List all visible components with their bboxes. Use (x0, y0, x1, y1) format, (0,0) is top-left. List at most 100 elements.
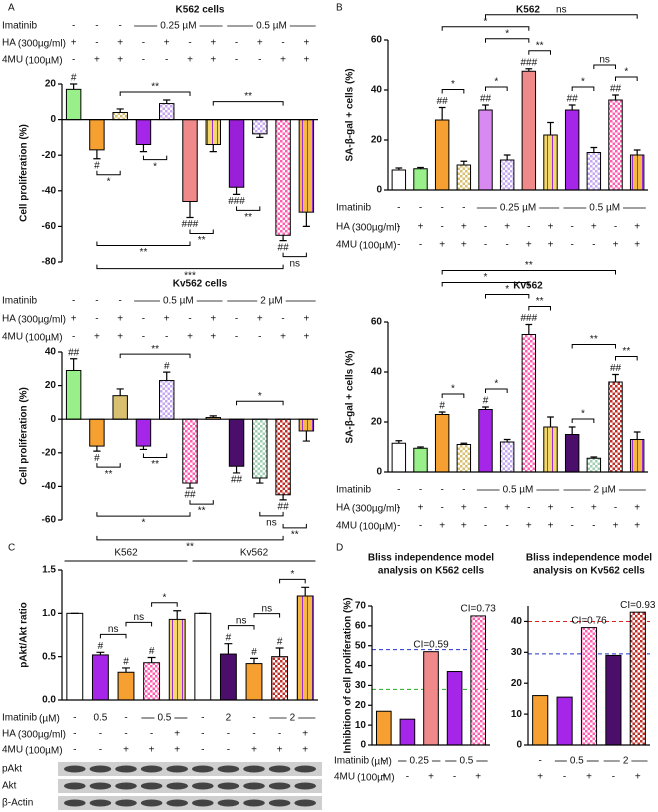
bracket-label: ns (266, 517, 277, 528)
treatment-symbol: + (280, 332, 286, 343)
y-tick-label: 20 (371, 417, 383, 428)
treatment-symbol: + (428, 772, 434, 783)
error-bar (147, 656, 156, 663)
y-tick-label: 0 (376, 467, 382, 478)
treatment-symbol: + (461, 240, 467, 251)
bracket-label: ** (525, 260, 533, 271)
treatment-symbol: + (439, 240, 445, 251)
treatment-symbol: - (72, 55, 75, 66)
treatment-symbol: - (124, 729, 127, 740)
treatment-symbol: - (453, 772, 456, 783)
bracket-label: ** (291, 529, 299, 540)
y-axis-label: Inhibition of cell proliferation (%) (343, 597, 354, 753)
bracket-label: ** (105, 469, 113, 480)
bracket-label: * (142, 518, 146, 529)
treatment-label: Imatinib (2, 296, 37, 307)
treatment-label: Imatinib (334, 756, 369, 767)
error-bar (438, 411, 446, 415)
blot-band (140, 782, 163, 790)
treatment-symbol: + (526, 240, 532, 251)
blot-band (268, 765, 291, 773)
error-bar (70, 83, 78, 90)
treatment-symbol: + (586, 772, 592, 783)
treatment-symbol: + (613, 240, 619, 251)
y-tick-label: 60 (371, 317, 383, 328)
y-tick-label: 40 (371, 85, 383, 96)
bar (478, 409, 493, 473)
error-bar (116, 108, 124, 113)
significance-mark: ## (278, 501, 290, 512)
significance-mark: # (483, 396, 489, 407)
y-tick-label: 60 (355, 620, 367, 631)
bar (159, 103, 175, 121)
treatment-symbol: - (95, 21, 98, 32)
treatment-span: 0.5 µM (163, 296, 194, 307)
treatment-symbol: - (201, 729, 204, 740)
treatment-symbol: - (201, 713, 204, 724)
bracket (528, 50, 551, 55)
bracket (571, 86, 595, 91)
blot-band (192, 799, 214, 807)
y-tick-label: 70 (355, 601, 367, 612)
bar (135, 119, 152, 146)
group-label: K562 (114, 548, 138, 559)
error-bar (547, 416, 554, 427)
bar (168, 618, 186, 701)
treatment-symbol: - (612, 772, 615, 783)
treatment-symbol: + (418, 503, 424, 514)
treatment-symbol: - (150, 729, 153, 740)
treatment-symbol: + (548, 240, 554, 251)
bar (521, 334, 537, 473)
treatment-span: 0.5 (570, 756, 584, 767)
bracket-label: ** (140, 247, 148, 258)
bar (219, 653, 237, 701)
treatment-label: 4MU (336, 521, 357, 532)
bracket-label: ** (244, 212, 252, 223)
treatment-label: 4MU (2, 55, 23, 66)
y-tick-label: 20 (45, 380, 57, 391)
treatment-symbol: - (99, 745, 102, 756)
treatment-symbol: + (257, 38, 263, 49)
treatment-symbol: + (123, 745, 129, 756)
blot-band (89, 799, 112, 807)
error-bar (163, 99, 171, 104)
bar (135, 418, 152, 447)
y-tick-label: 40 (371, 367, 383, 378)
blot-band (243, 799, 265, 807)
treatment-symbol: + (381, 772, 387, 783)
bracket-label: * (290, 569, 294, 580)
bar (399, 718, 416, 746)
y-tick-label: 10 (355, 720, 367, 731)
treatment-symbol: - (258, 55, 261, 66)
bracket (485, 38, 530, 43)
bracket-label: * (505, 284, 509, 295)
error-bar (256, 478, 264, 484)
blot-band (64, 765, 86, 773)
bracket (96, 241, 191, 246)
bar (605, 654, 622, 746)
bar (194, 612, 212, 701)
error-bar (209, 415, 217, 418)
treatment-symbol: + (302, 745, 308, 756)
bracket (485, 294, 530, 299)
error-bar (460, 442, 468, 445)
bracket (615, 76, 638, 81)
bar (580, 627, 598, 746)
bracket-label: ** (198, 506, 206, 517)
treatment-symbol: - (527, 222, 530, 233)
y-tick-label: -40 (42, 481, 57, 492)
treatment-symbol: + (174, 729, 180, 740)
y-tick-label: 40 (355, 660, 367, 671)
treatment-symbol: + (537, 772, 543, 783)
bracket-label: ns (289, 258, 300, 269)
bar (423, 651, 439, 746)
bar (470, 615, 487, 746)
treatment-symbol: - (419, 485, 422, 496)
treatment-symbol: - (227, 729, 230, 740)
treatment-unit: (300µg/ml) (18, 315, 66, 326)
bracket-label: ** (151, 459, 159, 470)
error-bar (232, 187, 241, 195)
bar (413, 168, 428, 191)
treatment-symbol: + (591, 222, 597, 233)
bracket (528, 306, 551, 311)
